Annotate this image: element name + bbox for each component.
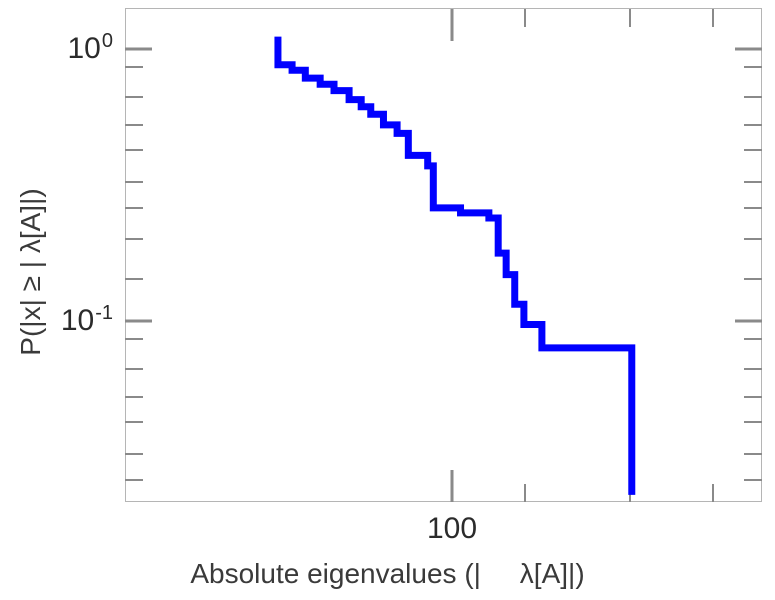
x-axis-ticks-bottom <box>450 470 714 502</box>
y-axis-label: P(|x| ≥ | λ[A]|) <box>15 188 46 356</box>
x-axis-label: Absolute eigenvalues (| λ[A]|) <box>190 558 585 589</box>
x-axis-ticks-top <box>450 9 714 41</box>
plot-area <box>125 8 762 502</box>
x-tick-label-100: 100 <box>426 512 478 545</box>
ccdf-step-line <box>274 36 636 495</box>
y-tick-label-1e-1: 10-1 <box>60 302 113 337</box>
y-axis-ticks-left <box>125 47 152 481</box>
y-tick-label-1e0: 100 <box>67 30 114 65</box>
y-axis-label-wrapper: P(|x| ≥ | λ[A]|) <box>11 22 51 522</box>
y-axis-ticks-right <box>735 47 762 481</box>
